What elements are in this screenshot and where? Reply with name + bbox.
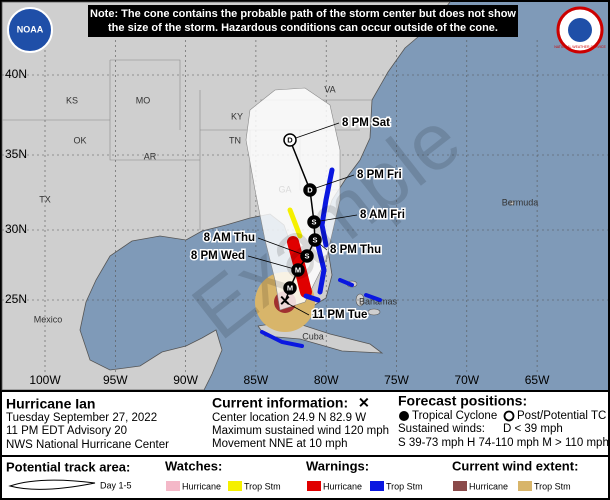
center: NWS National Hurricane Center [6,439,169,451]
forecast-symbol: D [287,135,293,144]
legend-label: Trop Stm [244,481,281,491]
forecast-point [308,233,322,247]
track: 11 PM Tue 8 PM Wed 8 AM Thu 8 PM Thu 8 AM Fr… [189,116,406,323]
storm-name: Hurricane Ian [6,396,95,412]
forecast-point [303,183,317,197]
nws-logo-center [568,18,592,42]
movement: Movement NNE at 10 mph [212,438,348,450]
lat-label: 30N [5,222,27,236]
track-day: Day 1-5 [100,480,132,490]
forecast-point [283,281,297,295]
forecast-point [307,215,321,229]
lat-label: 35N [5,147,27,161]
lon-label: 80W [314,373,339,387]
leader-line [309,174,355,191]
current-title: Current information: [212,395,348,411]
region-label: VA [324,84,335,94]
lon-label: 100W [29,373,61,387]
forecast-label: 8 AM Thu [204,232,255,244]
region-label: Cuba [302,331,324,341]
region-label: Mexico [34,314,63,324]
swatch [518,481,532,491]
lon-label: 70W [454,373,479,387]
ptc-label: Post/Potential TC [517,410,606,422]
note-line: Note: The cone contains the probable pat… [90,8,516,20]
leader-line [289,122,340,141]
watches-title: Watches: [165,458,222,473]
leader-line [257,237,308,257]
sustained-title: Sustained winds: [398,423,485,435]
legend-label: Trop Stm [534,481,571,491]
noaa-text: NOAA [17,24,44,34]
forecast-label: 8 PM Wed [191,250,245,262]
region-label: KY [231,111,243,121]
current-symbol: ✕ [358,395,370,411]
forecast-point [283,133,297,147]
forecast-symbol: M [295,265,301,274]
noaa-logo [7,7,53,53]
d-class: D < 39 mph [503,423,563,435]
forecast-title: Forecast positions: [398,393,527,409]
location: Center location 24.9 N 82.9 W [212,412,366,424]
warnings-title: Warnings: [306,458,369,473]
map: 40N 35N 30N 25N 100W 95W 90W 85W 80W 75W 70W 65W KS M… [1,1,608,391]
forecast-label: 8 AM Fri [360,209,405,221]
cone [245,87,341,311]
region-label: KS [66,95,78,105]
date: Tuesday September 27, 2022 [6,412,157,424]
legend-label: Hurricane [323,481,362,491]
lon-label: 85W [244,373,269,387]
region-label: TN [229,135,241,145]
wind: Maximum sustained wind 120 mph [212,425,389,437]
track-title: Potential track area: [6,459,130,474]
classes: S 39-73 mph H 74-110 mph M > 110 mph [398,437,609,449]
note-line: the size of the storm. Hazardous conditi… [108,22,498,34]
leader-line [313,214,358,223]
forecast-point [291,263,305,277]
nws-text: NATIONAL WEATHER SERVICE [554,45,606,49]
swatch [370,481,384,491]
region-label: MO [136,95,151,105]
swatch [307,481,321,491]
leader-line [284,301,310,316]
swatch [166,481,180,491]
forecast-symbol: S [312,235,317,244]
forecast-label: 8 PM Sat [342,117,390,129]
region-label: OK [73,135,86,145]
land [1,1,451,391]
forecast-symbol: S [311,217,316,226]
lat-label: 40N [5,67,27,81]
ptc-symbol [503,410,515,422]
region-label: Bermuda [502,197,539,207]
forecast-label: 11 PM Tue [312,309,367,321]
legend-label: Trop Stm [386,481,423,491]
legend-label: Hurricane [469,481,508,491]
cone-icon [8,479,96,490]
current-position: ✕ [279,293,291,309]
wind-title: Current wind extent: [452,458,578,473]
lon-label: 75W [384,373,409,387]
forecast-symbol: D [307,185,313,194]
forecast-label: 8 PM Fri [357,169,402,181]
lon-label: 65W [525,373,550,387]
swatch [453,481,467,491]
lon-label: 90W [173,373,198,387]
forecast-symbol: S [304,251,309,260]
forecast-point [300,249,314,263]
leader-line [247,255,299,271]
tc-symbol [399,411,409,421]
tc-label: Tropical Cyclone [412,410,497,422]
swatch [228,481,242,491]
forecast-label: 8 PM Thu [330,244,381,256]
forecast-symbol: M [287,283,293,292]
note-box [88,5,518,37]
region-label: AR [144,151,157,161]
lat-label: 25N [5,292,27,306]
legend-label: Hurricane [182,481,221,491]
region-label: TX [39,194,51,204]
lon-label: 95W [103,373,128,387]
advisory: 11 PM EDT Advisory 20 [6,425,127,437]
